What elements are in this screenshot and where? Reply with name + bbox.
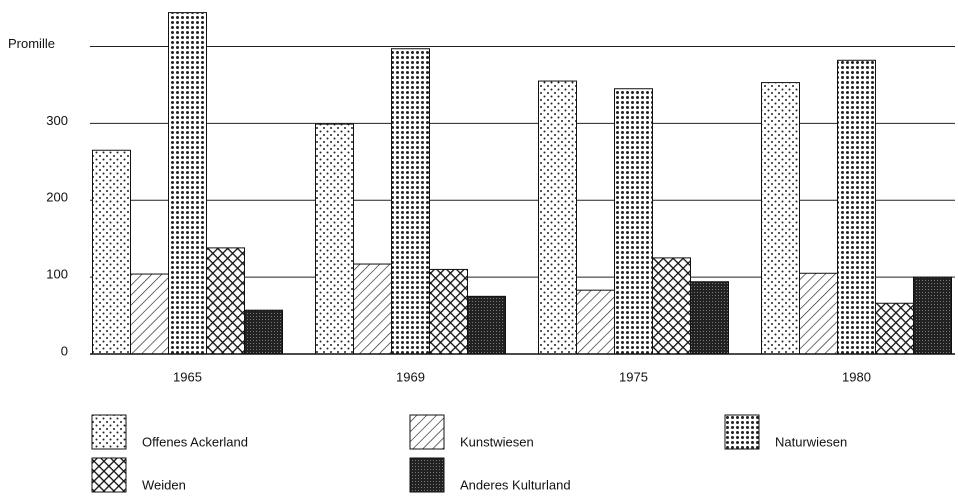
bar <box>92 149 131 355</box>
legend-swatch <box>91 457 127 493</box>
legend-label: Kunstwiesen <box>460 434 534 449</box>
x-tick-label: 1975 <box>619 369 648 384</box>
legend-label: Offenes Ackerland <box>142 434 248 449</box>
bar <box>429 268 468 355</box>
legend-swatch <box>724 414 760 450</box>
y-tick-label: 300 <box>46 113 68 128</box>
bar <box>652 257 691 355</box>
bar <box>244 309 283 355</box>
bar <box>315 123 354 355</box>
y-tick-label: 100 <box>46 267 68 282</box>
bar <box>837 59 876 355</box>
bar <box>538 80 577 355</box>
legend-swatch <box>91 414 127 450</box>
bar <box>799 272 838 355</box>
bar <box>614 88 653 355</box>
legend-label: Weiden <box>142 477 186 492</box>
bar <box>467 295 506 355</box>
legend-swatch <box>409 414 445 450</box>
bar <box>875 302 914 355</box>
x-tick-label: 1980 <box>842 369 871 384</box>
bar <box>130 273 169 355</box>
bar <box>391 48 430 355</box>
x-tick-label: 1965 <box>173 369 202 384</box>
y-tick-label: Promille <box>8 36 55 51</box>
y-tick-label: 0 <box>61 343 68 358</box>
bar <box>576 289 615 355</box>
x-tick-label: 1969 <box>396 369 425 384</box>
bar <box>168 12 207 355</box>
bar <box>761 82 800 355</box>
bar <box>690 281 729 355</box>
y-tick-label: 200 <box>46 190 68 205</box>
bar <box>353 263 392 355</box>
legend-swatch <box>409 457 445 493</box>
legend-label: Naturwiesen <box>775 434 847 449</box>
bar <box>913 276 952 355</box>
bar <box>206 247 245 355</box>
legend-label: Anderes Kulturland <box>460 477 571 492</box>
